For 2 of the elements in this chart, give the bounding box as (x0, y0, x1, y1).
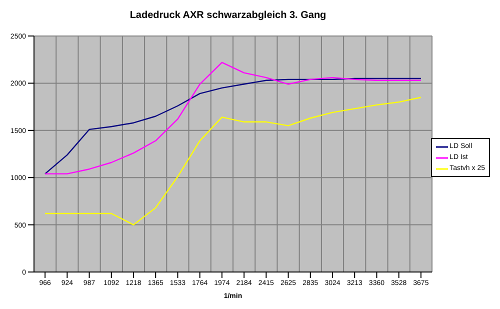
line-series (44, 96, 422, 226)
chart-title: Ladedruck AXR schwarzabgleich 3. Gang (128, 10, 328, 21)
